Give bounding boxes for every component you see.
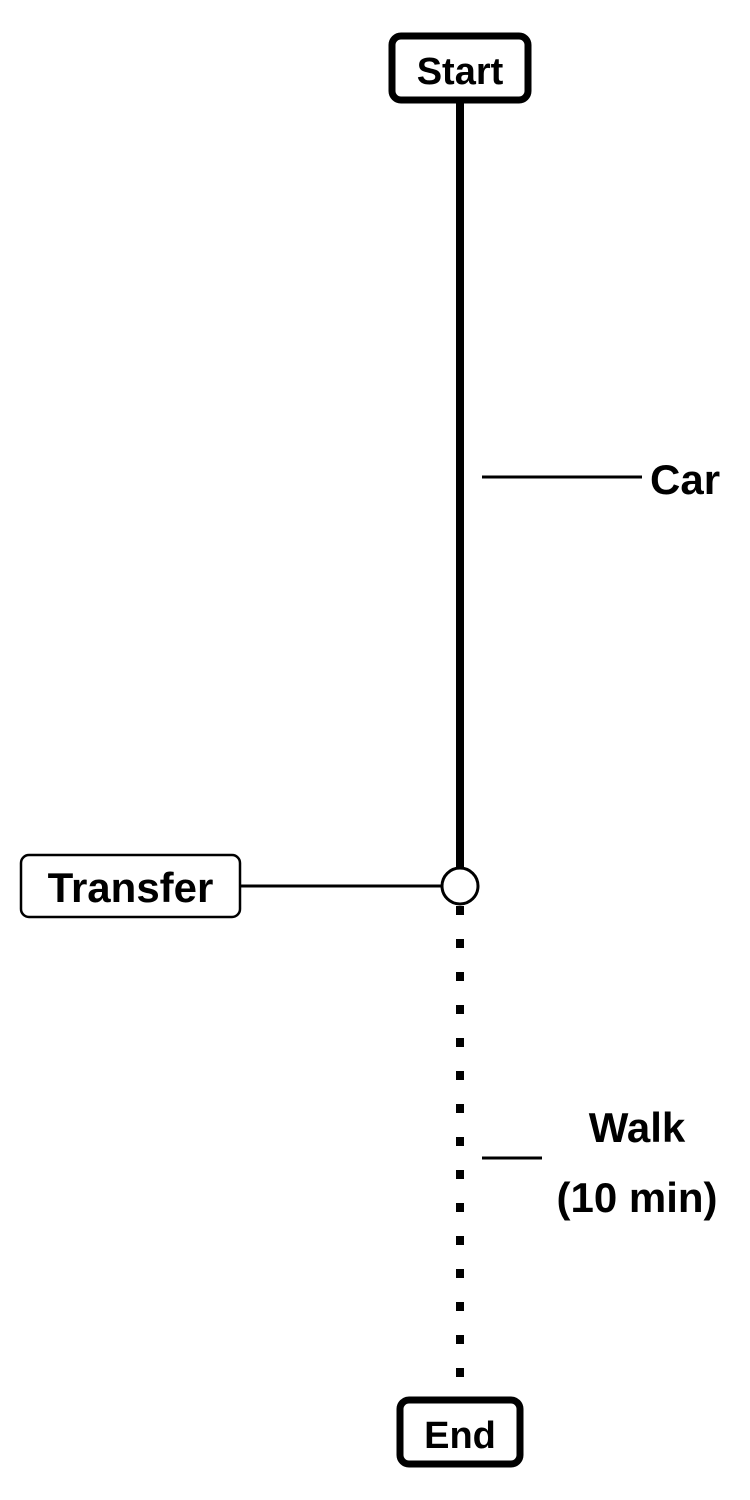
walk-duration-label: (10 min) [556,1174,717,1221]
start-label: Start [417,51,504,93]
car-mode-label: Car [650,456,720,503]
transfer-node [440,866,480,906]
end-label: End [424,1415,496,1457]
end-node: End [396,1396,524,1468]
start-node: Start [388,32,532,104]
walk-mode-label: Walk [589,1104,686,1151]
transfer-label-box: Transfer [19,853,242,919]
transfer-label: Transfer [48,864,214,911]
